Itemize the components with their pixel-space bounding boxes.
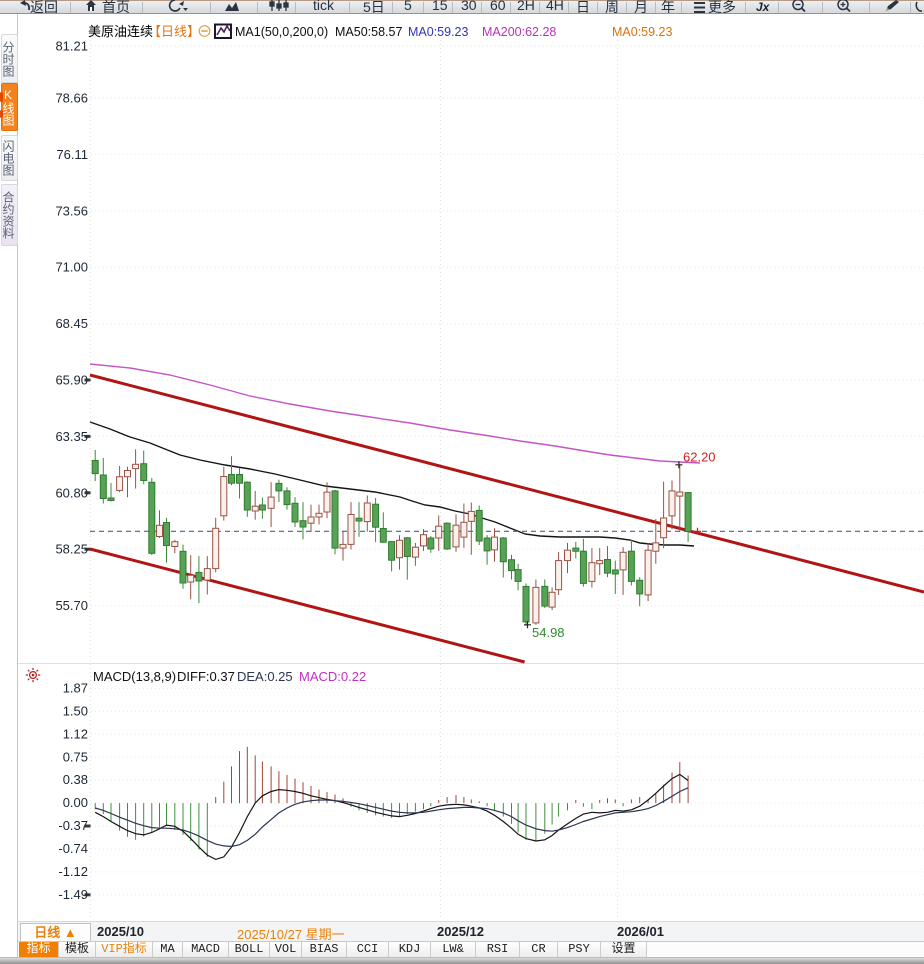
svg-text:-1.49: -1.49 bbox=[58, 887, 88, 902]
svg-text:Jx: Jx bbox=[756, 0, 771, 13]
svg-text:78.66: 78.66 bbox=[55, 91, 88, 106]
svg-text:0.00: 0.00 bbox=[63, 795, 88, 810]
svg-text:MA50:58.57: MA50:58.57 bbox=[335, 25, 402, 39]
svg-text:60.80: 60.80 bbox=[55, 485, 88, 500]
svg-text:1.87: 1.87 bbox=[63, 681, 88, 696]
svg-text:-0.74: -0.74 bbox=[58, 841, 88, 856]
svg-text:美原油连续: 美原油连续 bbox=[88, 24, 153, 39]
svg-text:54.98: 54.98 bbox=[532, 625, 565, 640]
svg-text:MA200:62.28: MA200:62.28 bbox=[482, 25, 556, 39]
svg-text:65.90: 65.90 bbox=[55, 373, 88, 388]
svg-text:-0.37: -0.37 bbox=[58, 818, 88, 833]
svg-text:MACD:0.22: MACD:0.22 bbox=[299, 669, 366, 684]
svg-text:76.11: 76.11 bbox=[56, 147, 88, 162]
svg-text:1.12: 1.12 bbox=[63, 726, 88, 741]
svg-text:62.20: 62.20 bbox=[683, 450, 716, 465]
svg-text:DIFF:0.37: DIFF:0.37 bbox=[177, 669, 235, 684]
svg-text:【日线】: 【日线】 bbox=[148, 24, 200, 39]
svg-text:0.75: 0.75 bbox=[63, 749, 88, 764]
svg-text:MA1(50,0,200,0): MA1(50,0,200,0) bbox=[235, 25, 328, 39]
svg-text:81.21: 81.21 bbox=[55, 39, 88, 54]
svg-text:MA0:59.23: MA0:59.23 bbox=[612, 25, 673, 39]
svg-text:73.56: 73.56 bbox=[55, 203, 88, 218]
svg-text:63.35: 63.35 bbox=[55, 429, 88, 444]
svg-text:-1.12: -1.12 bbox=[58, 864, 88, 879]
svg-text:MACD(13,8,9): MACD(13,8,9) bbox=[93, 669, 176, 684]
svg-text:DEA:0.25: DEA:0.25 bbox=[237, 669, 293, 684]
svg-text:68.45: 68.45 bbox=[55, 316, 88, 331]
svg-text:1.50: 1.50 bbox=[63, 703, 88, 718]
svg-text:MA0:59.23: MA0:59.23 bbox=[408, 25, 469, 39]
svg-text:58.25: 58.25 bbox=[55, 542, 88, 557]
svg-text:55.70: 55.70 bbox=[55, 598, 88, 613]
svg-text:71.00: 71.00 bbox=[55, 260, 88, 275]
svg-text:0.38: 0.38 bbox=[63, 772, 88, 787]
